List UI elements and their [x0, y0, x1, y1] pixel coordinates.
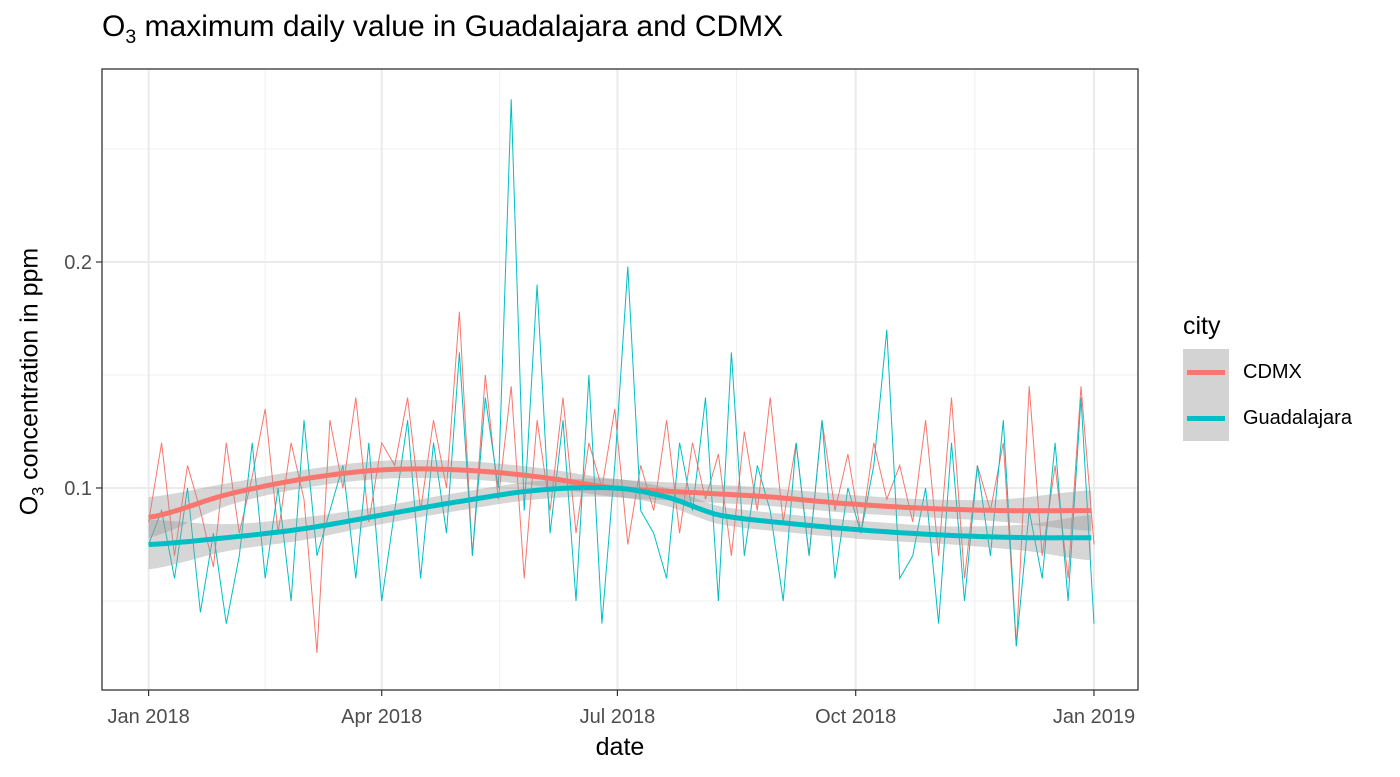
- ylabel-prefix: O: [15, 495, 44, 516]
- x-tick-label: Oct 2018: [815, 706, 896, 728]
- chart-title: O3 maximum daily value in Guadalajara an…: [102, 10, 783, 49]
- title-subscript: 3: [125, 26, 137, 48]
- x-tick-label: Apr 2018: [341, 706, 422, 728]
- x-tick-label: Jul 2018: [580, 706, 656, 728]
- y-axis-label: O3 concentration in ppm: [16, 232, 49, 532]
- legend-item-cdmx: CDMX: [1183, 349, 1352, 395]
- legend-key-guadalajara: [1183, 395, 1229, 441]
- legend-title: city: [1183, 312, 1221, 340]
- legend-label: Guadalajara: [1243, 406, 1352, 429]
- y-tick-label: 0.1: [64, 478, 92, 500]
- x-tick-label: Jan 2019: [1053, 706, 1135, 728]
- x-axis-label: date: [596, 733, 645, 761]
- title-rest: maximum daily value in Guadalajara and C…: [136, 10, 784, 43]
- y-tick-label: 0.2: [64, 252, 92, 274]
- series-line-guadalajara: [148, 99, 1095, 647]
- title-prefix: O: [102, 10, 126, 43]
- x-tick-label: Jan 2018: [107, 706, 189, 728]
- legend-key-cdmx: [1183, 349, 1229, 395]
- legend-item-guadalajara: Guadalajara: [1183, 395, 1352, 441]
- legend-label: CDMX: [1243, 360, 1302, 383]
- smooth-line-guadalajara: [148, 484, 1092, 547]
- ylabel-rest: concentration in ppm: [15, 247, 44, 487]
- ylabel-subscript: 3: [29, 486, 48, 496]
- legend: city CDMX Guadalajara: [1183, 312, 1352, 441]
- confidence-ribbon-cdmx: [148, 459, 1092, 538]
- panel-border: [101, 68, 1139, 691]
